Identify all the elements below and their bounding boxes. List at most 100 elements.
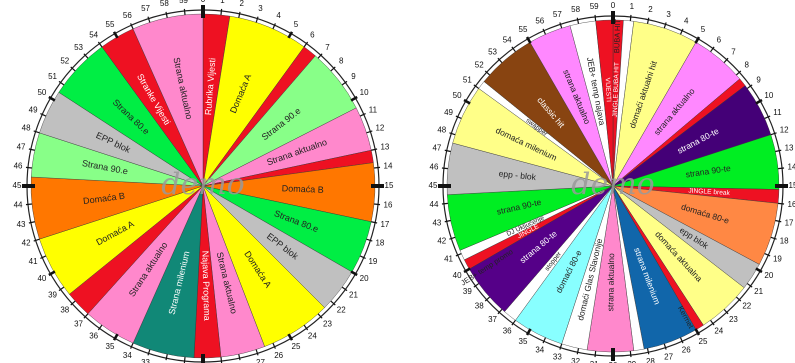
minute-label: 38 — [475, 302, 484, 311]
minute-tick — [33, 130, 40, 134]
minute-tick — [373, 166, 381, 169]
minute-tick — [287, 333, 294, 341]
minute-label: 17 — [380, 220, 389, 229]
minute-tick — [764, 115, 771, 120]
minute-tick — [272, 342, 276, 349]
minute-label: 26 — [682, 346, 691, 355]
minute-label: 19 — [368, 257, 377, 266]
minute-label: 52 — [475, 61, 484, 70]
minute-tick — [112, 333, 119, 341]
minute-label: 30 — [609, 361, 618, 363]
minute-tick — [646, 348, 650, 355]
minute-label: 4 — [276, 11, 281, 20]
minute-tick — [463, 267, 471, 274]
minute-tick — [679, 28, 684, 35]
minute-tick — [373, 203, 381, 206]
minute-label: 53 — [488, 47, 497, 56]
minute-label: 17 — [785, 219, 794, 228]
minute-tick — [272, 23, 276, 30]
minute-label: 48 — [22, 124, 31, 133]
minute-label: 19 — [773, 254, 782, 263]
minute-tick — [484, 70, 491, 76]
minute-tick — [287, 31, 294, 39]
minute-label: 42 — [437, 237, 446, 246]
minute-label: 37 — [488, 315, 497, 324]
minute-tick — [594, 351, 597, 358]
minute-tick — [463, 98, 471, 105]
minute-tick — [366, 130, 373, 134]
minute-tick — [775, 149, 782, 153]
minute-tick — [255, 349, 259, 356]
segment-label: strana aktualno — [605, 253, 616, 312]
minute-label: 41 — [444, 254, 453, 263]
minute-label: 9 — [351, 72, 356, 81]
minute-tick — [778, 167, 785, 170]
minute-label: 6 — [310, 31, 315, 40]
minute-label: 51 — [48, 72, 57, 81]
minute-tick — [735, 70, 742, 76]
minute-label: 1 — [630, 2, 635, 11]
minute-label: 31 — [590, 360, 599, 363]
minute-label: 18 — [375, 239, 384, 248]
minute-tick — [755, 98, 763, 105]
minute-tick — [183, 356, 186, 363]
minute-tick — [710, 46, 715, 53]
minute-label: 43 — [17, 220, 26, 229]
minute-label: 58 — [160, 0, 169, 8]
minute-label: 38 — [60, 306, 69, 315]
minute-label: 34 — [535, 346, 544, 355]
minute-tick — [723, 308, 729, 315]
minute-label: 42 — [22, 239, 31, 248]
minute-label: 47 — [432, 144, 441, 153]
minute-label: 54 — [89, 31, 98, 40]
minute-label: 55 — [519, 25, 528, 34]
minute-label: 34 — [123, 351, 132, 360]
minute-label: 16 — [788, 200, 795, 209]
minute-label: 9 — [756, 75, 761, 84]
minute-tick — [594, 14, 597, 21]
minute-tick — [147, 349, 151, 356]
minute-label: 4 — [684, 17, 689, 26]
minute-tick — [147, 16, 151, 23]
minute-label: 3 — [666, 10, 671, 19]
minute-label: 15 — [789, 181, 795, 190]
minute-label: 52 — [60, 57, 69, 66]
minute-label: 49 — [444, 108, 453, 117]
minute-label: 20 — [764, 271, 773, 280]
minute-tick — [330, 300, 336, 306]
minute-label: 41 — [29, 257, 38, 266]
minute-label: 36 — [89, 332, 98, 341]
segment-label: Domaća B — [282, 183, 324, 195]
minute-label: 49 — [29, 105, 38, 114]
minute-label: 16 — [384, 201, 393, 210]
minute-tick — [497, 57, 503, 64]
minute-label: 5 — [294, 20, 299, 29]
minute-tick — [40, 113, 47, 117]
minute-tick — [255, 16, 259, 23]
minute-label: 23 — [323, 319, 332, 328]
minute-tick — [576, 348, 580, 355]
minute-tick — [130, 23, 134, 30]
minute-label: 12 — [375, 124, 384, 133]
minute-label: 43 — [432, 219, 441, 228]
segment-label: JINGLE break — [688, 188, 731, 198]
minute-label: 11 — [369, 105, 378, 114]
minute-tick — [25, 166, 33, 169]
minute-tick — [694, 328, 701, 336]
minute-label: 12 — [780, 125, 789, 134]
minute-label: 2 — [648, 5, 653, 14]
minute-tick — [646, 17, 650, 24]
minute-label: 20 — [360, 274, 369, 283]
minute-label: 48 — [437, 125, 446, 134]
minute-tick — [40, 255, 47, 259]
minute-tick — [97, 41, 103, 48]
minute-label: 10 — [764, 91, 773, 100]
minute-tick — [58, 80, 65, 86]
minute-label: 50 — [37, 88, 46, 97]
minute-tick — [83, 53, 89, 59]
minute-label: 50 — [453, 91, 462, 100]
minute-tick — [70, 66, 76, 72]
segment-label: Najava Programa — [200, 251, 212, 321]
minute-label: 45 — [429, 181, 438, 190]
minute-label: 29 — [627, 360, 636, 363]
